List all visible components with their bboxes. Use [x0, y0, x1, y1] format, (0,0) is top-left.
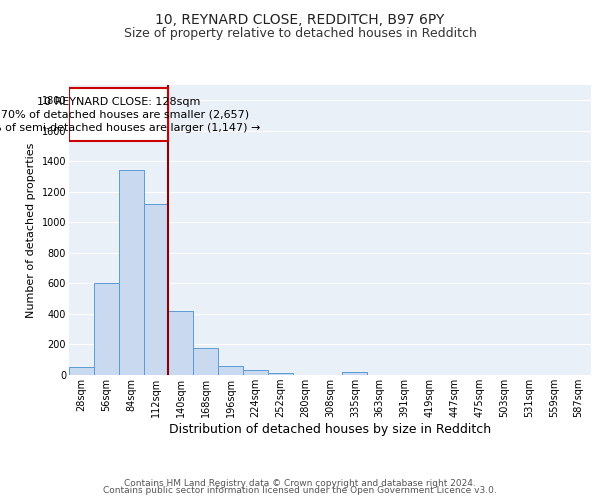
Bar [343, 372, 367, 375]
Text: Contains public sector information licensed under the Open Government Licence v3: Contains public sector information licen… [103, 486, 497, 495]
Bar [69, 366, 94, 375]
Text: Contains HM Land Registry data © Crown copyright and database right 2024.: Contains HM Land Registry data © Crown c… [124, 478, 476, 488]
Text: 10, REYNARD CLOSE, REDDITCH, B97 6PY: 10, REYNARD CLOSE, REDDITCH, B97 6PY [155, 12, 445, 26]
Text: Size of property relative to detached houses in Redditch: Size of property relative to detached ho… [124, 28, 476, 40]
Bar [169, 311, 193, 375]
Bar [193, 348, 218, 375]
X-axis label: Distribution of detached houses by size in Redditch: Distribution of detached houses by size … [169, 423, 491, 436]
Bar [218, 366, 243, 375]
Bar [143, 204, 169, 375]
FancyBboxPatch shape [70, 88, 168, 142]
Y-axis label: Number of detached properties: Number of detached properties [26, 142, 36, 318]
Bar [94, 284, 119, 375]
Bar [119, 170, 143, 375]
Text: 10 REYNARD CLOSE: 128sqm
← 70% of detached houses are smaller (2,657)
30% of sem: 10 REYNARD CLOSE: 128sqm ← 70% of detach… [0, 96, 260, 133]
Bar [268, 374, 293, 375]
Bar [243, 370, 268, 375]
